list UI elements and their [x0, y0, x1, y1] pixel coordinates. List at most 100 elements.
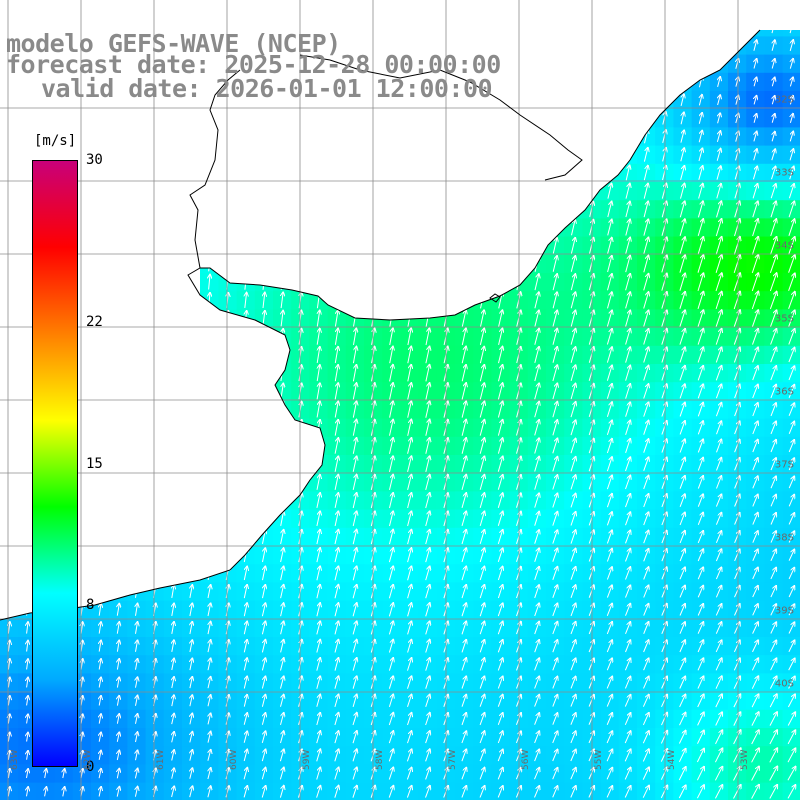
wind-arrow — [318, 238, 320, 254]
wind-arrow — [263, 420, 265, 436]
wind-cell — [382, 218, 401, 238]
wind-arrow — [754, 3, 757, 16]
wind-cell — [163, 145, 183, 165]
wind-cell — [236, 527, 256, 547]
wind-cell — [127, 182, 147, 201]
wind-cell — [564, 54, 583, 74]
wind-cell — [345, 30, 365, 37]
wind-cell — [345, 291, 365, 310]
wind-cell — [109, 400, 128, 420]
wind-cell — [382, 145, 401, 165]
wind-arrow — [263, 384, 265, 400]
wind-arrow — [572, 57, 574, 71]
wind-arrow — [154, 184, 155, 199]
wind-arrow — [245, 365, 247, 381]
wind-arrow — [336, 2, 337, 16]
wind-cell — [182, 163, 201, 183]
wind-cell — [327, 163, 347, 183]
wind-arrow — [244, 493, 247, 508]
wind-cell — [109, 236, 128, 256]
wind-cell — [200, 400, 219, 420]
wind-arrow — [463, 111, 465, 126]
wind-arrow — [462, 202, 466, 218]
wind-cell — [618, 109, 638, 128]
wind-cell — [91, 527, 110, 547]
wind-arrow — [117, 567, 119, 580]
wind-cell — [218, 182, 238, 201]
wind-cell — [619, 0, 638, 19]
wind-cell — [182, 364, 201, 383]
wind-arrow — [263, 475, 266, 490]
wind-cell — [164, 0, 183, 19]
wind-arrow — [9, 148, 10, 162]
wind-arrow — [27, 366, 28, 381]
wind-arrow — [627, 39, 630, 53]
wind-cell — [309, 200, 329, 219]
wind-arrow — [245, 256, 247, 272]
wind-cell — [163, 345, 183, 365]
wind-cell — [345, 109, 365, 128]
wind-arrow — [118, 475, 120, 490]
wind-cell — [218, 218, 238, 238]
wind-arrow — [463, 165, 465, 181]
wind-arrow — [136, 239, 137, 253]
wind-arrow — [82, 348, 83, 363]
wind-cell — [491, 182, 511, 201]
wind-arrow — [191, 257, 192, 272]
wind-arrow — [499, 30, 502, 35]
wind-arrow — [427, 2, 428, 16]
wind-cell — [0, 145, 19, 165]
wind-arrow — [408, 165, 410, 181]
wind-cell — [163, 127, 183, 147]
wind-arrow — [699, 3, 702, 16]
wind-arrow — [500, 2, 502, 16]
wind-arrow — [9, 494, 10, 508]
wind-cell — [254, 163, 274, 183]
colorbar-tick: 22 — [86, 313, 103, 330]
wind-cell — [236, 109, 256, 128]
wind-arrow — [336, 111, 337, 126]
wind-cell — [491, 236, 511, 256]
wind-arrow — [208, 512, 210, 526]
wind-arrow — [118, 494, 120, 508]
wind-cell — [18, 109, 37, 128]
wind-cell — [328, 0, 347, 19]
wind-cell — [473, 182, 492, 201]
wind-arrow — [118, 275, 119, 290]
wind-arrow — [481, 129, 483, 144]
wind-cell — [218, 345, 238, 365]
wind-cell — [182, 527, 201, 547]
wind-cell — [327, 200, 347, 219]
wind-cell — [254, 491, 274, 511]
wind-cell — [91, 109, 110, 128]
wind-cell — [109, 509, 128, 529]
wind-arrow — [281, 402, 284, 418]
wind-cell — [455, 254, 474, 274]
wind-arrow — [8, 604, 9, 616]
wind-arrow — [208, 366, 210, 381]
wind-cell — [236, 491, 256, 511]
wind-cell — [418, 236, 438, 256]
wind-cell — [546, 72, 565, 92]
wind-cell — [127, 200, 147, 219]
wind-cell — [182, 418, 201, 438]
wind-arrow — [480, 238, 484, 254]
wind-cell — [327, 254, 347, 274]
wind-cell — [145, 364, 165, 383]
wind-cell — [218, 400, 238, 420]
wind-arrow — [607, 75, 611, 89]
wind-cell — [91, 564, 110, 583]
wind-cell — [691, 54, 711, 74]
wind-cell — [382, 236, 401, 256]
wind-cell — [273, 236, 292, 256]
wind-cell — [345, 145, 365, 165]
wind-cell — [345, 236, 365, 256]
wind-cell — [127, 273, 147, 292]
wind-cell — [236, 382, 256, 401]
wind-arrow — [354, 292, 357, 309]
wind-cell — [236, 345, 256, 365]
wind-arrow — [190, 348, 192, 363]
wind-cell — [0, 91, 19, 110]
wind-cell — [400, 291, 420, 310]
